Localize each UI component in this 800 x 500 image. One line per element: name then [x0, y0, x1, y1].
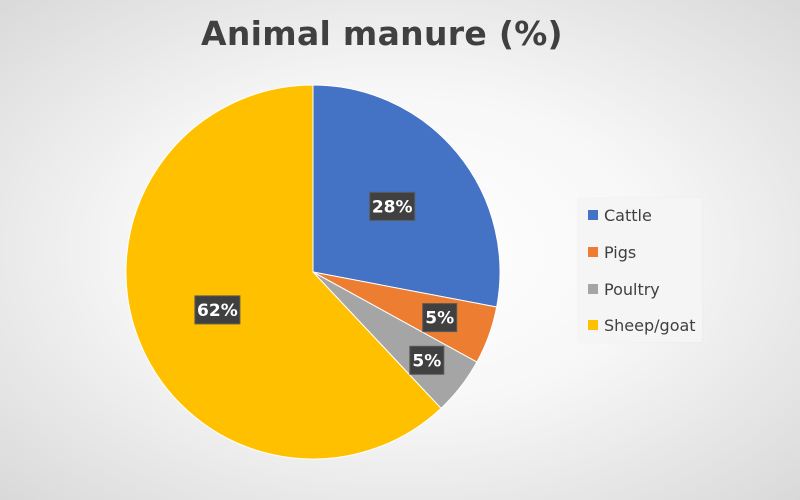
- chart-title: Animal manure (%): [201, 14, 563, 53]
- data-label-sheep-goat: 62%: [194, 295, 241, 325]
- legend-swatch-cattle: [588, 210, 598, 220]
- data-label-pigs: 5%: [422, 303, 458, 333]
- data-labels: 28% 5% 5% 62%: [194, 191, 458, 375]
- data-label-box: [422, 303, 458, 333]
- legend-item-sheep-goat: Sheep/goat: [588, 315, 696, 335]
- legend-item-cattle: Cattle: [588, 205, 652, 225]
- data-label-text: 5%: [425, 309, 454, 329]
- data-label-box: [369, 191, 416, 221]
- legend-label-pigs: Pigs: [604, 242, 637, 262]
- data-label-text: 5%: [412, 351, 441, 371]
- data-label-text: 62%: [197, 301, 238, 321]
- data-label-box: [194, 295, 241, 325]
- legend-swatch-poultry: [588, 284, 598, 294]
- legend-label-sheep-goat: Sheep/goat: [604, 315, 696, 335]
- legend-label-poultry: Poultry: [604, 279, 660, 299]
- data-label-poultry: 5%: [409, 345, 445, 375]
- data-label-box: [409, 345, 445, 375]
- legend: Cattle Pigs Poultry Sheep/goat: [578, 198, 702, 342]
- legend-item-poultry: Poultry: [588, 279, 660, 299]
- legend-label-cattle: Cattle: [604, 205, 652, 225]
- data-label-text: 28%: [372, 197, 413, 217]
- pie-slices: [125, 84, 501, 460]
- legend-swatch-pigs: [588, 247, 598, 257]
- legend-item-pigs: Pigs: [588, 242, 636, 262]
- legend-swatch-sheep-goat: [588, 320, 598, 330]
- data-label-cattle: 28%: [369, 191, 416, 221]
- pie-slice-sheep-goat: [125, 84, 442, 460]
